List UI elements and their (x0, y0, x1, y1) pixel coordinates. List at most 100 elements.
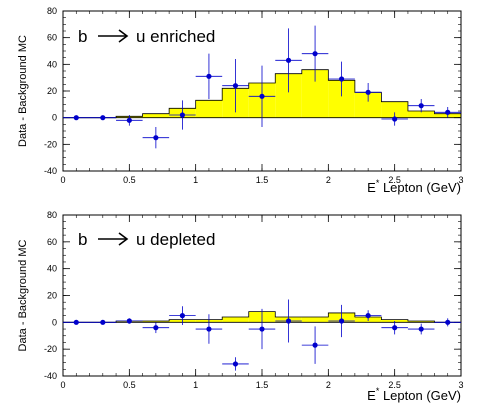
histogram-bar (222, 316, 249, 323)
point-marker (339, 76, 345, 82)
data-point (222, 59, 249, 113)
data-point (407, 99, 435, 113)
x-tick-label: 0.5 (123, 380, 136, 390)
point-marker (392, 116, 398, 122)
point-marker (73, 115, 79, 121)
y-tick-label: -20 (44, 344, 57, 354)
x-axis-label-main: E (367, 180, 376, 195)
x-tick-label: 2.5 (388, 175, 401, 185)
point-marker (126, 318, 132, 324)
y-tick-label: 0 (52, 113, 57, 123)
data-point (89, 319, 117, 325)
point-marker (418, 326, 424, 332)
data-points-layer (63, 299, 461, 371)
histogram-bar (301, 316, 329, 323)
y-tick-label: 80 (47, 210, 57, 220)
annotation-b: b (78, 230, 87, 249)
y-axis-label: Data - Background MC (17, 240, 29, 352)
y-tick-label: -20 (44, 139, 57, 149)
plot-depleted: 0 0.5 1 1.5 2 2.5 3 -40 -20 0 20 40 60 80 b u deplete… (17, 210, 464, 403)
x-axis-label: E* Lepton (GeV) (367, 178, 461, 195)
point-marker (232, 361, 239, 367)
x-axis-label-main: E (367, 388, 376, 403)
data-point (301, 25, 329, 82)
data-point (169, 306, 196, 326)
data-point (195, 314, 223, 344)
point-marker (206, 73, 212, 79)
x-tick-label: 0.5 (123, 175, 136, 185)
arrow-icon (98, 232, 129, 246)
x-tick-label: 2.5 (388, 380, 401, 390)
point-marker (259, 326, 265, 332)
x-tick-label: 0 (60, 380, 65, 390)
y-tick-label: 60 (47, 237, 57, 247)
x-axis-label-rest: Lepton (GeV) (379, 388, 461, 403)
histogram-outline (63, 69, 462, 119)
tick-label-layer: 0 0.5 1 1.5 2 2.5 3 -40 -20 0 20 40 60 80 (44, 210, 464, 390)
point-marker (339, 318, 345, 324)
data-point (222, 357, 249, 371)
histogram-bar (407, 111, 435, 118)
histogram-bar (195, 100, 223, 118)
point-marker (259, 93, 265, 99)
histogram-bar (407, 320, 435, 323)
data-point (142, 127, 170, 149)
x-axis-label-star: * (376, 386, 380, 396)
x-tick-label: 1.5 (256, 380, 269, 390)
plot-frame (62, 10, 462, 172)
x-tick-label: 1 (193, 175, 198, 185)
point-marker (418, 103, 424, 109)
x-tick-label: 2 (326, 175, 331, 185)
plot-enriched: 0 0.5 1 1.5 2 2.5 3 -40 -20 0 20 40 60 80 b u enriche… (17, 6, 464, 195)
y-tick-label: -40 (44, 371, 57, 381)
point-marker (153, 325, 159, 331)
point-marker (445, 109, 451, 115)
x-tick-label: 3 (458, 175, 463, 185)
x-axis-label: E* Lepton (GeV) (367, 386, 461, 403)
data-point (381, 112, 408, 126)
arrow-icon (98, 29, 129, 43)
data-point (407, 323, 435, 335)
histogram-bar (142, 113, 170, 118)
data-point (434, 318, 461, 327)
data-point (169, 100, 196, 130)
histogram-bar (142, 320, 170, 323)
point-marker (179, 112, 185, 118)
annotation-b: b (78, 27, 87, 46)
data-point (116, 318, 143, 324)
x-axis-label-star: * (376, 178, 380, 188)
data-point (328, 61, 355, 97)
arrow-head (118, 29, 129, 43)
point-marker (232, 83, 239, 89)
y-tick-label: 20 (47, 86, 57, 96)
data-point (381, 320, 408, 335)
histogram-bar (381, 101, 408, 118)
data-point (275, 28, 302, 93)
point-marker (365, 89, 371, 95)
x-axis-label-rest: Lepton (GeV) (379, 180, 461, 195)
point-marker (285, 57, 292, 63)
y-tick-label: 40 (47, 264, 57, 274)
point-marker (365, 313, 371, 319)
y-axis-label: Data - Background MC (17, 35, 29, 147)
point-marker (100, 319, 106, 325)
annotation-channel: u depleted (136, 230, 215, 249)
point-marker (153, 135, 159, 141)
x-tick-label: 3 (458, 380, 463, 390)
point-marker (285, 318, 292, 324)
x-tick-label: 2 (326, 380, 331, 390)
data-point (63, 115, 90, 121)
point-marker (126, 117, 132, 123)
data-point (63, 319, 90, 325)
data-point (248, 65, 276, 127)
y-tick-label: 0 (52, 317, 57, 327)
y-tick-label: 20 (47, 291, 57, 301)
data-point (89, 115, 117, 121)
data-point (142, 322, 170, 334)
data-point (354, 83, 382, 102)
data-point (434, 107, 461, 118)
data-point (301, 326, 329, 364)
arrow-head (118, 232, 129, 246)
data-point (248, 308, 276, 350)
